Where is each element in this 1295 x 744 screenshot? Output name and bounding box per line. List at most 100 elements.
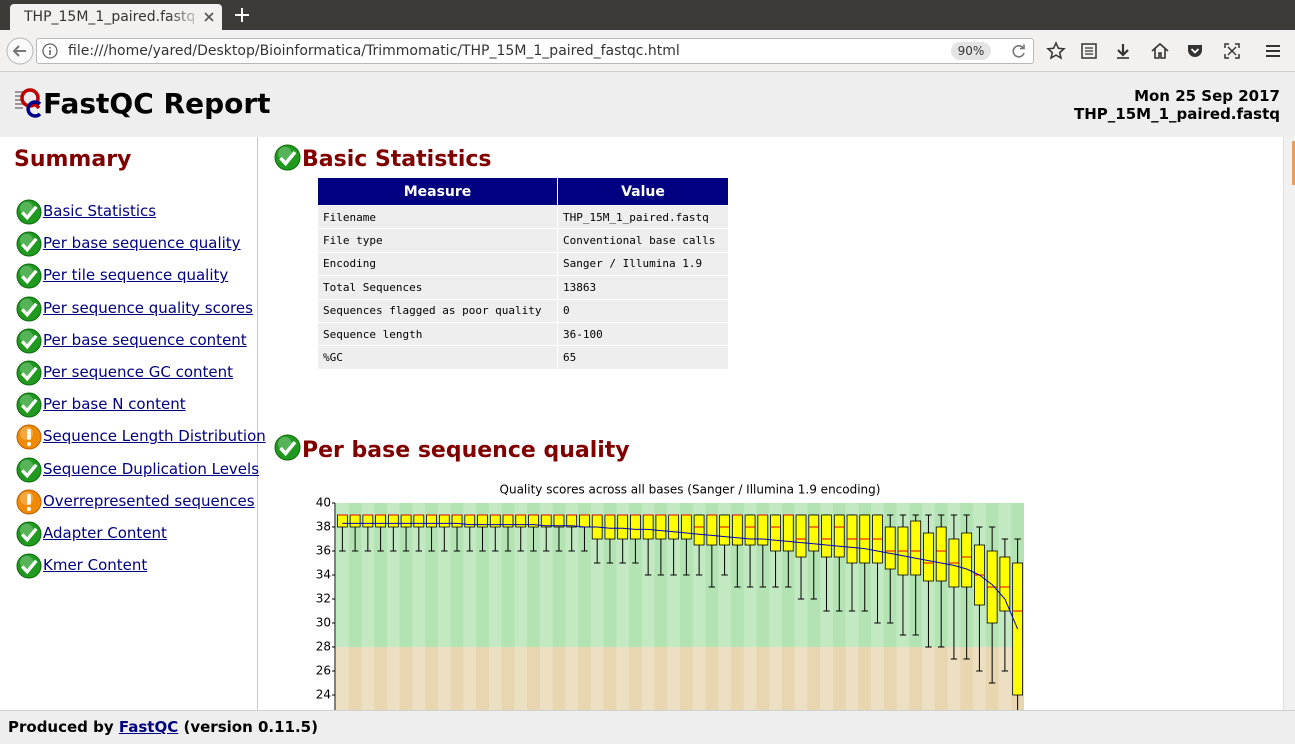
stripe <box>769 503 782 710</box>
fastqc-link[interactable]: FastQC <box>118 718 179 736</box>
report-title: FastQC Report <box>43 87 271 120</box>
table-cell: File type <box>318 228 558 252</box>
status-icon <box>16 457 42 483</box>
y-tick-label: 32 <box>316 592 331 606</box>
icon-check <box>21 527 38 543</box>
y-tick-label: 40 <box>316 496 331 510</box>
icon-check <box>21 302 38 317</box>
screenshot[interactable] <box>1222 41 1242 61</box>
bookmark-star[interactable] <box>1046 41 1066 61</box>
icon-check <box>21 205 38 221</box>
box <box>655 514 667 540</box>
box <box>706 514 718 546</box>
stripe <box>743 503 757 710</box>
box <box>744 514 756 546</box>
icon-check <box>279 440 297 457</box>
box <box>579 514 590 528</box>
stripe <box>692 503 706 710</box>
box <box>617 514 629 540</box>
column-header: Measure <box>318 178 558 205</box>
summary-link[interactable]: Per tile sequence quality <box>43 266 229 285</box>
scroll-thumb[interactable] <box>1292 141 1295 185</box>
status-icon <box>16 328 42 354</box>
fastqc-logo <box>15 88 42 118</box>
url-text: file:///home/yared/Desktop/Bioinformatic… <box>68 43 680 59</box>
box <box>477 514 488 528</box>
stripe <box>361 503 375 710</box>
home[interactable] <box>1150 41 1170 61</box>
stats-table: Measure Value Filename THP_15M_1_paired.fa… <box>318 178 729 369</box>
icon-check <box>21 334 38 350</box>
downloads[interactable] <box>1113 41 1133 61</box>
status-icon <box>274 434 301 461</box>
box <box>693 514 705 546</box>
box <box>630 514 641 540</box>
summary-link[interactable]: Sequence Length Distribution <box>43 427 266 446</box>
section-title: Basic Statistics <box>302 147 492 172</box>
table-row: File type Conventional base calls <box>318 228 729 252</box>
box <box>413 514 425 528</box>
y-tick-label: 24 <box>316 688 331 702</box>
column-header: Value <box>558 178 729 205</box>
icon-check <box>21 398 38 414</box>
y-tick-label: 34 <box>316 568 331 582</box>
info-icon[interactable] <box>42 43 58 59</box>
summary-title: Summary <box>14 147 132 172</box>
summary-link[interactable]: Overrepresented sequences <box>43 491 255 510</box>
summary-link[interactable]: Per sequence quality scores <box>43 298 253 317</box>
summary-link[interactable]: Sequence Duplication Levels <box>43 459 260 478</box>
icon-check <box>21 559 38 575</box>
box <box>604 514 616 540</box>
table-cell: Sanger / Illumina 1.9 <box>558 251 729 276</box>
box <box>566 514 578 528</box>
y-tick-label: 28 <box>316 640 331 654</box>
summary-link[interactable]: Kmer Content <box>43 556 148 575</box>
y-tick-label: 26 <box>316 664 331 678</box>
box <box>757 514 769 546</box>
reload[interactable] <box>1011 43 1027 59</box>
status-icon <box>16 553 42 579</box>
box <box>502 514 514 528</box>
stripe <box>336 503 349 710</box>
reading-list[interactable] <box>1079 41 1099 61</box>
stripe <box>641 503 655 710</box>
tab-bar: THP_15M_1_paired.fastq <box>0 0 1295 30</box>
status-icon <box>16 521 42 547</box>
new-tab[interactable] <box>234 7 250 23</box>
tab-title: THP_15M_1_paired.fastq <box>24 9 196 25</box>
menu[interactable] <box>1263 41 1283 61</box>
y-tick-label: 36 <box>316 544 331 558</box>
summary-link[interactable]: Per base sequence quality <box>43 234 241 253</box>
summary-link[interactable]: Per base N content <box>43 395 186 414</box>
table-cell: %GC <box>318 345 558 369</box>
icon-check <box>21 366 38 382</box>
y-tick-label: 38 <box>316 520 331 534</box>
summary-link[interactable]: Basic Statistics <box>43 202 157 220</box>
table-cell: Conventional base calls <box>558 228 729 252</box>
nav-bar: file:///home/yared/Desktop/Bioinformatic… <box>0 30 1295 72</box>
table-cell: Total Sequences <box>318 275 558 299</box>
zoom-indicator[interactable]: 90% <box>951 42 991 60</box>
stripe <box>616 503 630 710</box>
tab-close[interactable] <box>203 11 215 23</box>
stripe <box>463 503 477 710</box>
summary-link[interactable]: Adapter Content <box>43 524 167 542</box>
pocket[interactable] <box>1185 41 1205 61</box>
scrollbar[interactable] <box>1283 137 1295 710</box>
summary-link[interactable]: Per sequence GC content <box>43 363 234 381</box>
stripe <box>412 503 426 710</box>
url-bar[interactable]: file:///home/yared/Desktop/Bioinformatic… <box>36 38 1034 64</box>
stripe <box>667 503 680 710</box>
back-button[interactable] <box>6 37 34 65</box>
summary-link[interactable]: Per base sequence content <box>43 330 247 349</box>
box <box>451 514 463 528</box>
box <box>400 514 412 528</box>
browser-tab[interactable]: THP_15M_1_paired.fastq <box>10 4 222 30</box>
quality-chart: Quality scores across all bases (Sanger … <box>316 483 1024 710</box>
box <box>349 514 361 528</box>
stripe <box>437 503 451 710</box>
table-cell: 13863 <box>558 275 729 299</box>
box <box>808 514 820 552</box>
table-cell: 36-100 <box>558 321 729 346</box>
box <box>782 514 794 552</box>
